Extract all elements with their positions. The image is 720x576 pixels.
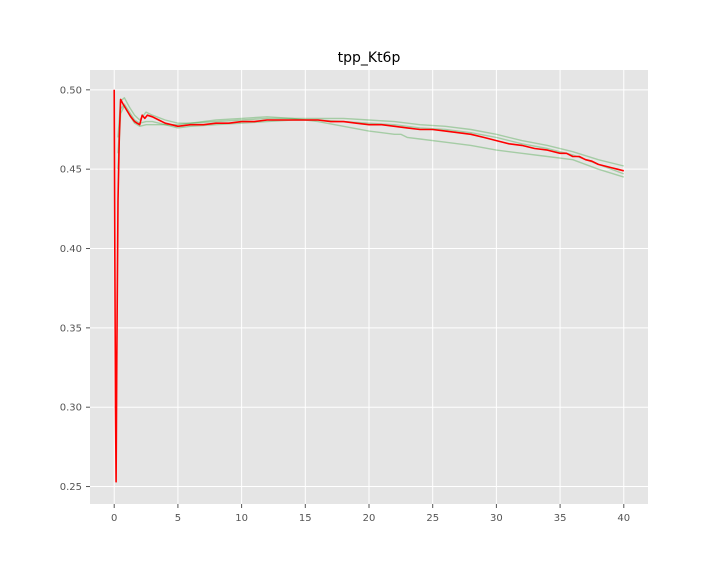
y-tick-label: 0.30	[60, 403, 82, 414]
y-tick-label: 0.40	[60, 244, 82, 255]
x-tick-label: 15	[299, 513, 312, 524]
x-tick-label: 5	[175, 513, 181, 524]
y-tick-label: 0.25	[60, 482, 82, 493]
x-tick-label: 10	[235, 513, 248, 524]
y-tick-label: 0.45	[60, 165, 82, 176]
x-tick-label: 0	[111, 513, 117, 524]
grid	[90, 70, 648, 504]
x-tick-label: 30	[490, 513, 503, 524]
y-tick-label: 0.50	[60, 85, 82, 96]
series-layer	[113, 89, 625, 483]
axis-ticks: 0 5 10 15 20 25 30 35 40 0.25 0.30 0.35 0.40 0.45 0.50	[60, 85, 630, 524]
chart-title: tpp_Kt6p	[338, 50, 401, 66]
run-series-line-1	[117, 97, 624, 167]
y-tick-label: 0.35	[60, 323, 82, 334]
x-tick-label: 40	[617, 513, 630, 524]
x-tick-label: 20	[363, 513, 376, 524]
x-tick-label: 25	[426, 513, 439, 524]
x-tick-label: 35	[554, 513, 567, 524]
mean-series-line	[113, 89, 624, 483]
